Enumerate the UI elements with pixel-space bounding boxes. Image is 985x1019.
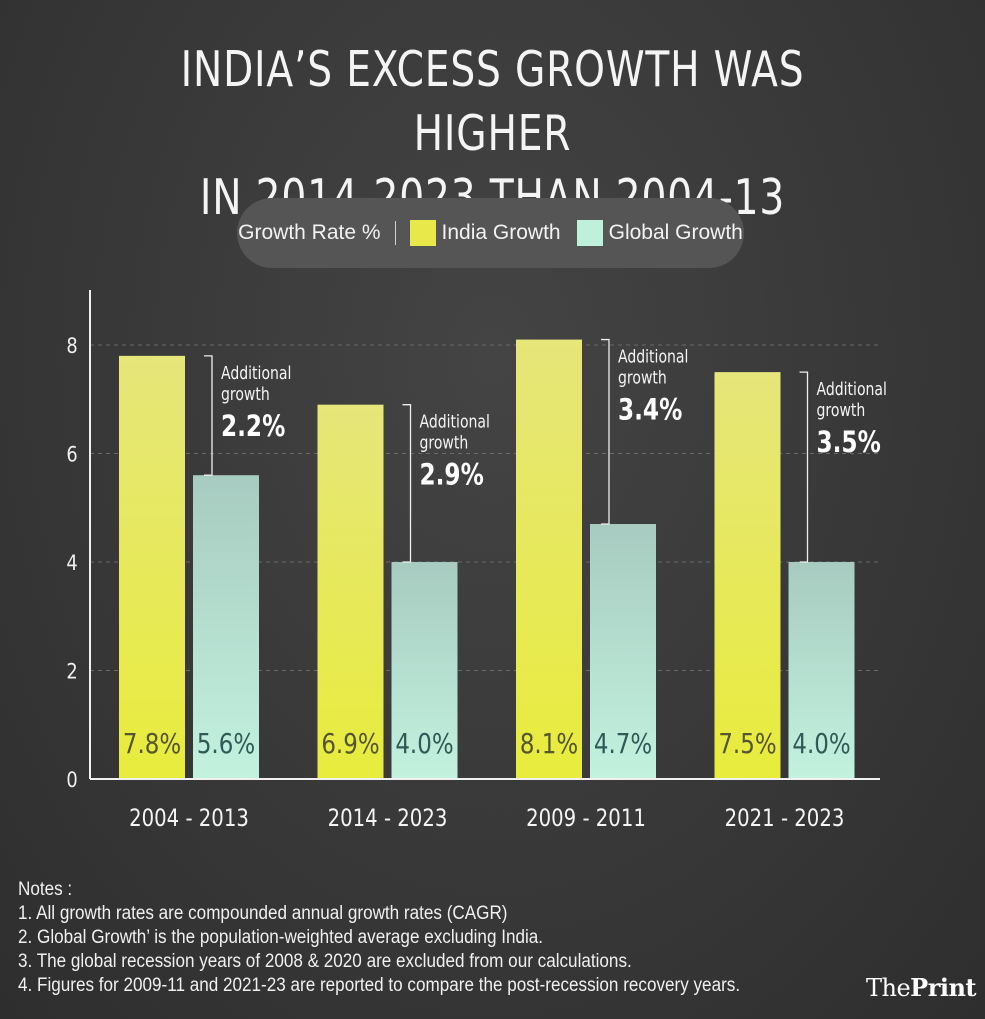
bar-global-2 xyxy=(590,524,656,779)
ytick-label-6: 6 xyxy=(66,442,77,467)
data-label-india-1: 6.9% xyxy=(321,728,379,761)
bar-india-0 xyxy=(119,355,185,779)
x-tick-label-3: 2021 - 2023 xyxy=(725,805,845,832)
ytick-label-4: 4 xyxy=(66,551,77,576)
bar-chart: 7.8% 5.6% 6.9% 4.0% 8.1% 4.7% 7.5% 4.0% 0 2 4 6 8 20… xyxy=(66,290,887,833)
bar-global-3 xyxy=(788,562,855,779)
annotation-text-line2-0: growth xyxy=(221,383,270,404)
axes: 0 2 4 6 8 2004 - 2013 2014 - 2023 2009 - 2011 20… xyxy=(66,290,880,833)
note-2: 2. Global Growth’ is the population-weig… xyxy=(18,927,544,948)
bar-india-2 xyxy=(516,339,582,779)
annotation-text-line2-3: growth xyxy=(817,399,866,420)
ytick-label-2: 2 xyxy=(66,659,77,684)
x-tick-label-2: 2009 - 2011 xyxy=(526,805,646,832)
bar-india-3 xyxy=(714,372,781,779)
data-label-global-0: 5.6% xyxy=(197,728,255,761)
notes-heading: Notes : xyxy=(18,879,73,900)
annotation-text-2: Additional xyxy=(618,346,688,367)
data-label-india-3: 7.5% xyxy=(718,728,776,761)
annotation-text-line2-2: growth xyxy=(618,367,667,388)
theprint-logo: ThePrint xyxy=(866,973,977,1002)
title-line-1: INDIA’S EXCESS GROWTH WAS HIGHER xyxy=(180,41,805,162)
legend-label-india: India Growth xyxy=(441,221,561,244)
legend-item-india: India Growth xyxy=(409,220,561,246)
annotation-text-3: Additional xyxy=(817,378,887,399)
data-label-global-2: 4.7% xyxy=(594,728,652,761)
data-label-india-2: 8.1% xyxy=(520,728,578,761)
bracket-1 xyxy=(402,404,412,563)
annotation-value-0: 2.2% xyxy=(221,410,285,443)
legend-title: Growth Rate % xyxy=(238,221,381,244)
bar-india-1 xyxy=(317,404,384,779)
x-tick-label-0: 2004 - 2013 xyxy=(129,805,249,832)
annotation-value-3: 3.5% xyxy=(817,427,881,460)
bracket-0 xyxy=(204,355,213,476)
data-label-global-3: 4.0% xyxy=(792,728,850,761)
legend-swatch-india xyxy=(409,220,436,246)
logo-part-1: The xyxy=(866,974,911,1002)
annotation-value-2: 3.4% xyxy=(618,394,682,427)
logo-part-2: Print xyxy=(910,973,977,1002)
bracket-3 xyxy=(799,371,809,563)
bracket-2 xyxy=(601,338,610,525)
annotation-text-line2-1: growth xyxy=(419,432,468,453)
ytick-label-8: 8 xyxy=(66,334,77,359)
note-4: 4. Figures for 2009-11 and 2021-23 are r… xyxy=(18,975,741,996)
annotation-text-1: Additional xyxy=(419,411,489,432)
data-label-india-0: 7.8% xyxy=(123,728,181,761)
legend-label-global: Global Growth xyxy=(608,221,743,244)
bar-global-1 xyxy=(391,562,458,779)
data-label-global-1: 4.0% xyxy=(395,728,453,761)
note-3: 3. The global recession years of 2008 & … xyxy=(18,951,632,972)
legend-separator xyxy=(394,221,396,245)
annotation-value-1: 2.9% xyxy=(420,459,484,492)
legend: Growth Rate % India Growth Global Growth xyxy=(237,198,744,268)
legend-swatch-global xyxy=(576,220,603,246)
ytick-label-0: 0 xyxy=(66,768,77,793)
x-tick-label-1: 2014 - 2023 xyxy=(328,805,448,832)
bar-global-0 xyxy=(193,475,259,779)
bars: 7.8% 5.6% 6.9% 4.0% 8.1% 4.7% 7.5% 4.0% xyxy=(119,339,855,779)
annotation-text-0: Additional xyxy=(221,362,291,383)
legend-item-global: Global Growth xyxy=(576,220,743,246)
notes: Notes : 1. All growth rates are compound… xyxy=(18,878,774,998)
note-1: 1. All growth rates are compounded annua… xyxy=(18,903,508,924)
